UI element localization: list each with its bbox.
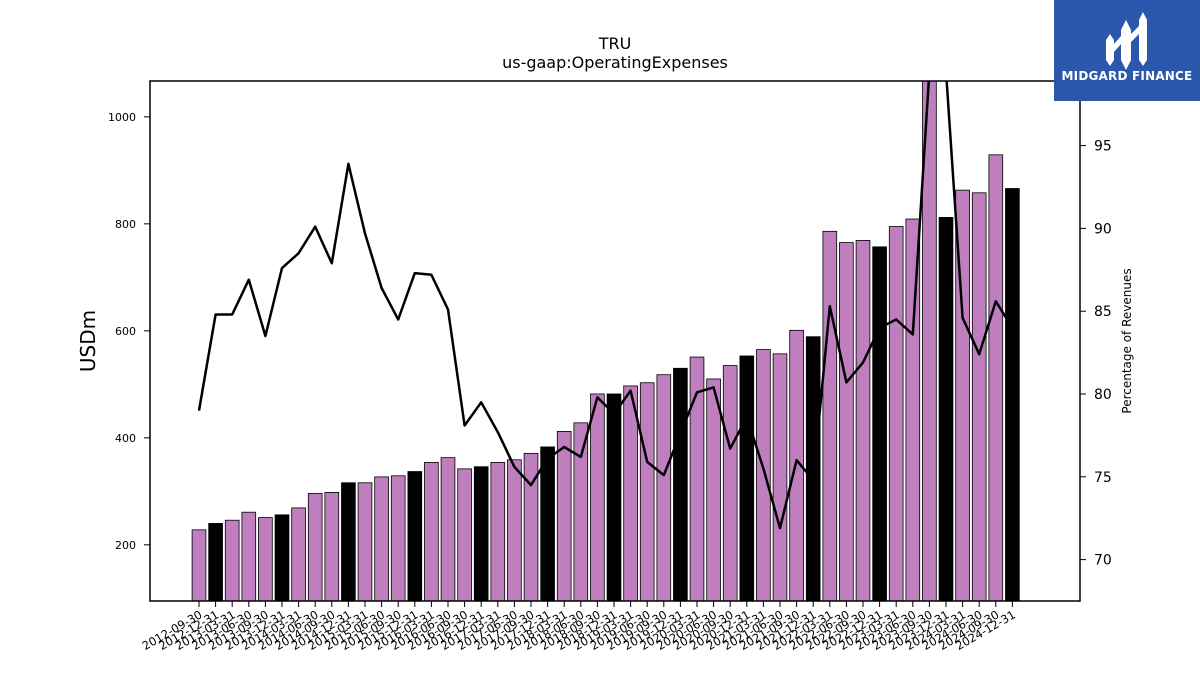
bar-2018-09-30 <box>590 393 605 601</box>
y-tick-label-800: 800 <box>115 218 136 231</box>
bar-2022-03-31 <box>822 230 838 601</box>
bar-2023-09-30 <box>922 81 937 601</box>
y-axis-right: 70 75 80 85 90 95 <box>1080 139 1112 569</box>
bar-2021-03-31 <box>756 349 771 601</box>
y-tick-label-600: 600 <box>115 325 136 338</box>
bar-2024-09-30 <box>988 154 1004 601</box>
bar-2013-03-31 <box>224 519 240 601</box>
bar-2015-03-31 <box>357 482 373 601</box>
bar-2015-06-30 <box>374 476 389 601</box>
bar-2023-12-31 <box>938 217 954 601</box>
bar-2017-03-31 <box>490 462 506 601</box>
bar-2019-09-30 <box>656 374 672 601</box>
bar-2014-06-30 <box>307 493 323 601</box>
bar-2014-12-31 <box>341 482 356 601</box>
percentage-line <box>197 81 1014 530</box>
bar-2012-12-31 <box>208 523 223 601</box>
y-axis-right-label: Percentage of Revenues <box>1120 268 1134 413</box>
bar-2023-03-31 <box>888 226 904 601</box>
bar-2020-06-30 <box>706 378 721 601</box>
bar-2020-03-31 <box>689 356 705 601</box>
bar-2013-12-31 <box>274 514 290 601</box>
y-right-tick-label-70: 70 <box>1094 553 1112 569</box>
y-axis-label: USDm <box>76 310 100 372</box>
y-right-tick-label-90: 90 <box>1094 221 1112 237</box>
bar-2018-03-31 <box>556 431 572 601</box>
bar-2024-03-31 <box>955 189 970 601</box>
bar-2015-09-30 <box>390 475 406 601</box>
bar-2022-09-30 <box>855 240 871 601</box>
bar-2018-12-31 <box>606 393 622 601</box>
bar-2016-06-30 <box>440 457 456 601</box>
bar-2013-09-30 <box>258 517 273 601</box>
bar-2022-12-31 <box>872 246 887 601</box>
bar-2015-12-31 <box>407 471 423 601</box>
bar-2016-03-31 <box>424 462 439 601</box>
line-group <box>197 81 1014 530</box>
chart-subtitle: us-gaap:OperatingExpenses <box>502 53 728 72</box>
bar-2023-06-30 <box>905 218 921 601</box>
bar-2016-12-31 <box>473 466 489 601</box>
midgard-finance-logo: MIDGARD FINANCE <box>1054 0 1200 101</box>
bar-2020-09-30 <box>722 365 738 601</box>
bar-2016-09-30 <box>457 468 472 601</box>
bar-2021-09-30 <box>789 329 804 601</box>
x-axis: 2012-09-302012-12-312013-03-312013-06-30… <box>140 601 1018 653</box>
bar-2024-06-30 <box>971 192 987 601</box>
midgard-logo-icon <box>1106 12 1147 70</box>
y-right-tick-label-95: 95 <box>1094 139 1112 155</box>
y-axis-left: 200 400 600 800 1000 <box>108 111 150 552</box>
bar-2017-09-30 <box>523 452 539 601</box>
bar-2013-06-30 <box>241 511 257 601</box>
y-tick-label-200: 200 <box>115 539 136 552</box>
bar-2024-12-31 <box>1005 188 1020 601</box>
y-tick-label-400: 400 <box>115 432 136 445</box>
bar-2022-06-30 <box>839 242 854 601</box>
logo-text: MIDGARD FINANCE <box>1061 69 1193 83</box>
y-right-tick-label-75: 75 <box>1094 470 1112 486</box>
bar-2017-06-30 <box>507 459 522 601</box>
bar-2019-03-31 <box>623 385 638 601</box>
bar-2014-09-30 <box>324 491 340 601</box>
y-right-tick-label-80: 80 <box>1094 387 1112 403</box>
bar-2019-06-30 <box>639 382 655 601</box>
y-right-tick-label-85: 85 <box>1094 304 1112 320</box>
bar-2017-12-31 <box>540 446 555 601</box>
y-tick-label-1000: 1000 <box>108 111 136 124</box>
bar-2012-09-30 <box>191 529 207 601</box>
bar-2019-12-31 <box>673 367 688 601</box>
bar-2020-12-31 <box>739 355 755 601</box>
chart-title: TRU <box>598 34 632 53</box>
bars-group <box>191 81 1020 601</box>
bar-2021-06-30 <box>772 353 788 601</box>
bar-2014-03-31 <box>291 507 306 601</box>
plot-frame <box>149 80 1081 602</box>
bar-2018-06-30 <box>573 422 589 601</box>
